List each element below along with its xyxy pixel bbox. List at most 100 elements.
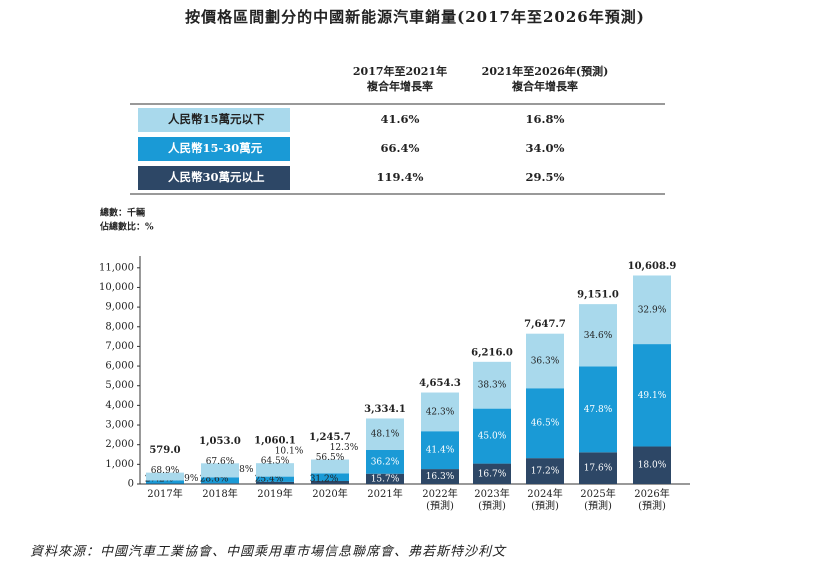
value-label: 3.8%: [231, 465, 254, 475]
value-label: 56.5%: [316, 453, 345, 463]
value-label: 38.3%: [478, 381, 507, 391]
y-tick-label: 4,000: [105, 400, 134, 411]
value-label: 48.1%: [371, 430, 400, 440]
bar-segment: [421, 469, 459, 484]
value-label: 67.6%: [206, 457, 235, 467]
value-label: 31.2%: [310, 475, 339, 485]
bar-segment: [421, 431, 459, 470]
bar-segment: [146, 480, 184, 484]
y-tick-label: 2,000: [105, 439, 134, 450]
bar-segment: [633, 275, 671, 345]
bar-segment: [579, 452, 617, 484]
value-label: 3.9%: [176, 474, 199, 484]
bar-segment: [473, 361, 511, 409]
x-tick-label: 2023年 (預測): [474, 489, 510, 512]
bar-segment: [579, 366, 617, 453]
value-label: 42.3%: [426, 407, 455, 417]
bar-segment: [366, 418, 404, 450]
legend-label: 人民幣15-30萬元: [168, 141, 263, 155]
y-tick-label: 0: [128, 479, 134, 490]
table-cell: 41.6%: [381, 112, 420, 126]
bar-segment: [473, 463, 511, 484]
value-label: 41.4%: [426, 446, 455, 456]
value-label: 25.4%: [255, 475, 284, 485]
x-tick-label: 2017年: [147, 489, 183, 500]
value-label: 28.6%: [200, 475, 229, 485]
total-label: 579.0: [149, 445, 180, 456]
bar-segment: [526, 458, 564, 484]
total-label: 1,053.0: [199, 436, 241, 447]
bar-segment: [366, 473, 404, 484]
legend-swatch: [138, 166, 290, 190]
x-tick-label: 2021年: [367, 489, 403, 500]
x-tick-label: 2026年 (預測): [634, 489, 670, 512]
table-header: 2021年至2026年(預測) 複合年增長率: [481, 65, 609, 93]
total-label: 1,060.1: [254, 436, 296, 447]
table-cell: 34.0%: [526, 141, 565, 155]
value-label: 17.6%: [584, 464, 613, 474]
total-label: 9,151.0: [577, 290, 619, 301]
table-cell: 16.8%: [526, 112, 565, 126]
bar-segment: [526, 333, 564, 389]
value-label: 46.5%: [531, 419, 560, 429]
bar-segment: [366, 449, 404, 474]
legend-swatch: [138, 137, 290, 161]
chart-title: 按價格區間劃分的中國新能源汽車銷量(2017年至2026年預測): [185, 8, 645, 26]
value-label: 64.5%: [261, 457, 290, 467]
y-axis-label: 總數：千輛: [100, 207, 145, 219]
source: 資料來源：中國汽車工業協會、中國乘用車市場信息聯席會、弗若斯特沙利文: [30, 544, 507, 560]
value-label: 45.0%: [478, 432, 507, 442]
bar-segment: [311, 473, 349, 481]
bar-segment: [256, 481, 294, 484]
legend-swatch: [138, 108, 290, 132]
legend-label: 人民幣30萬元以上: [168, 170, 265, 184]
bar-segment: [633, 344, 671, 447]
bar-segment: [311, 459, 349, 474]
value-label: 18.0%: [638, 461, 667, 471]
x-tick-label: 2022年 (預測): [422, 489, 458, 512]
value-label: 16.3%: [426, 472, 455, 482]
total-label: 7,647.7: [524, 319, 566, 330]
x-tick-label: 2018年: [202, 489, 238, 500]
y-tick-label: 8,000: [105, 321, 134, 332]
total-label: 4,654.3: [419, 378, 461, 389]
y-tick-label: 1,000: [105, 459, 134, 470]
bar-segment: [146, 472, 184, 481]
bar-segment: [201, 483, 239, 484]
y-tick-label: 11,000: [99, 262, 134, 273]
bar-segment: [311, 480, 349, 484]
value-label: 15.7%: [371, 474, 400, 484]
table-cell: 66.4%: [381, 141, 420, 155]
total-label: 3,334.1: [364, 404, 406, 415]
y-tick-label: 10,000: [99, 282, 134, 293]
y-tick-label: 6,000: [105, 361, 134, 372]
bar-segment: [633, 446, 671, 484]
table-cell: 119.4%: [377, 170, 424, 184]
value-label: 12.3%: [330, 443, 359, 453]
total-label: 1,245.7: [309, 432, 351, 443]
bar-segment: [473, 408, 511, 464]
x-tick-label: 2020年: [312, 489, 348, 500]
value-label: 16.7%: [478, 469, 507, 479]
bar-segment: [579, 304, 617, 367]
total-label: 10,608.9: [628, 261, 677, 272]
table-header: 2017年至2021年 複合年增長率: [352, 65, 448, 93]
value-label: 17.2%: [531, 467, 560, 477]
x-tick-label: 2024年 (預測): [527, 489, 563, 512]
y-tick-label: 7,000: [105, 341, 134, 352]
y-axis-label: 佔總數比：%: [99, 221, 154, 233]
value-label: 32.9%: [638, 305, 667, 315]
bar-segment: [201, 463, 239, 478]
x-tick-label: 2025年 (預測): [580, 489, 616, 512]
bar-segment: [256, 476, 294, 482]
y-tick-label: 3,000: [105, 420, 134, 431]
bar-segment: [201, 477, 239, 484]
x-tick-label: 2019年: [257, 489, 293, 500]
bar-segment: [421, 392, 459, 432]
value-label: 36.2%: [371, 457, 400, 467]
bar-segment: [256, 463, 294, 477]
y-tick-label: 9,000: [105, 302, 134, 313]
value-label: 36.3%: [531, 356, 560, 366]
